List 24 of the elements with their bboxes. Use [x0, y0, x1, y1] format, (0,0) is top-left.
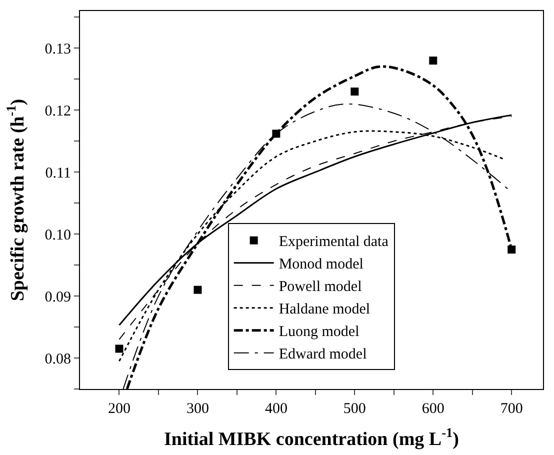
x-tick-label: 700: [500, 401, 523, 417]
point: [508, 246, 516, 254]
y-tick-label: 0.09: [44, 289, 71, 306]
x-tick-label: 400: [264, 401, 288, 417]
point: [115, 344, 124, 353]
x-tick-label: 200: [108, 401, 130, 417]
legend-label: Haldane model: [278, 302, 370, 318]
legend-label: Powell model: [278, 279, 362, 296]
legend-label: Monod model: [278, 256, 364, 273]
point: [194, 286, 202, 294]
y-tick-label: 0.11: [45, 165, 71, 182]
x-axis-title: Initial MIBK concentration (mg L$^{-1}$): [164, 424, 460, 450]
x-tick-label: 500: [343, 401, 366, 417]
legend-label: Luong model: [278, 324, 360, 340]
x-tick-label: 600: [422, 401, 444, 417]
y-tick-label: 0.08: [44, 351, 71, 368]
legend-label: Edward model: [278, 346, 367, 363]
point: [429, 56, 438, 65]
x-tick-label: 300: [186, 401, 209, 417]
y-tick-label: 0.12: [44, 103, 71, 120]
y-tick-label: 0.10: [44, 227, 71, 244]
y-tick-label: 0.13: [44, 41, 71, 58]
legend-label: Experimental data: [278, 234, 389, 250]
point: [350, 88, 359, 96]
